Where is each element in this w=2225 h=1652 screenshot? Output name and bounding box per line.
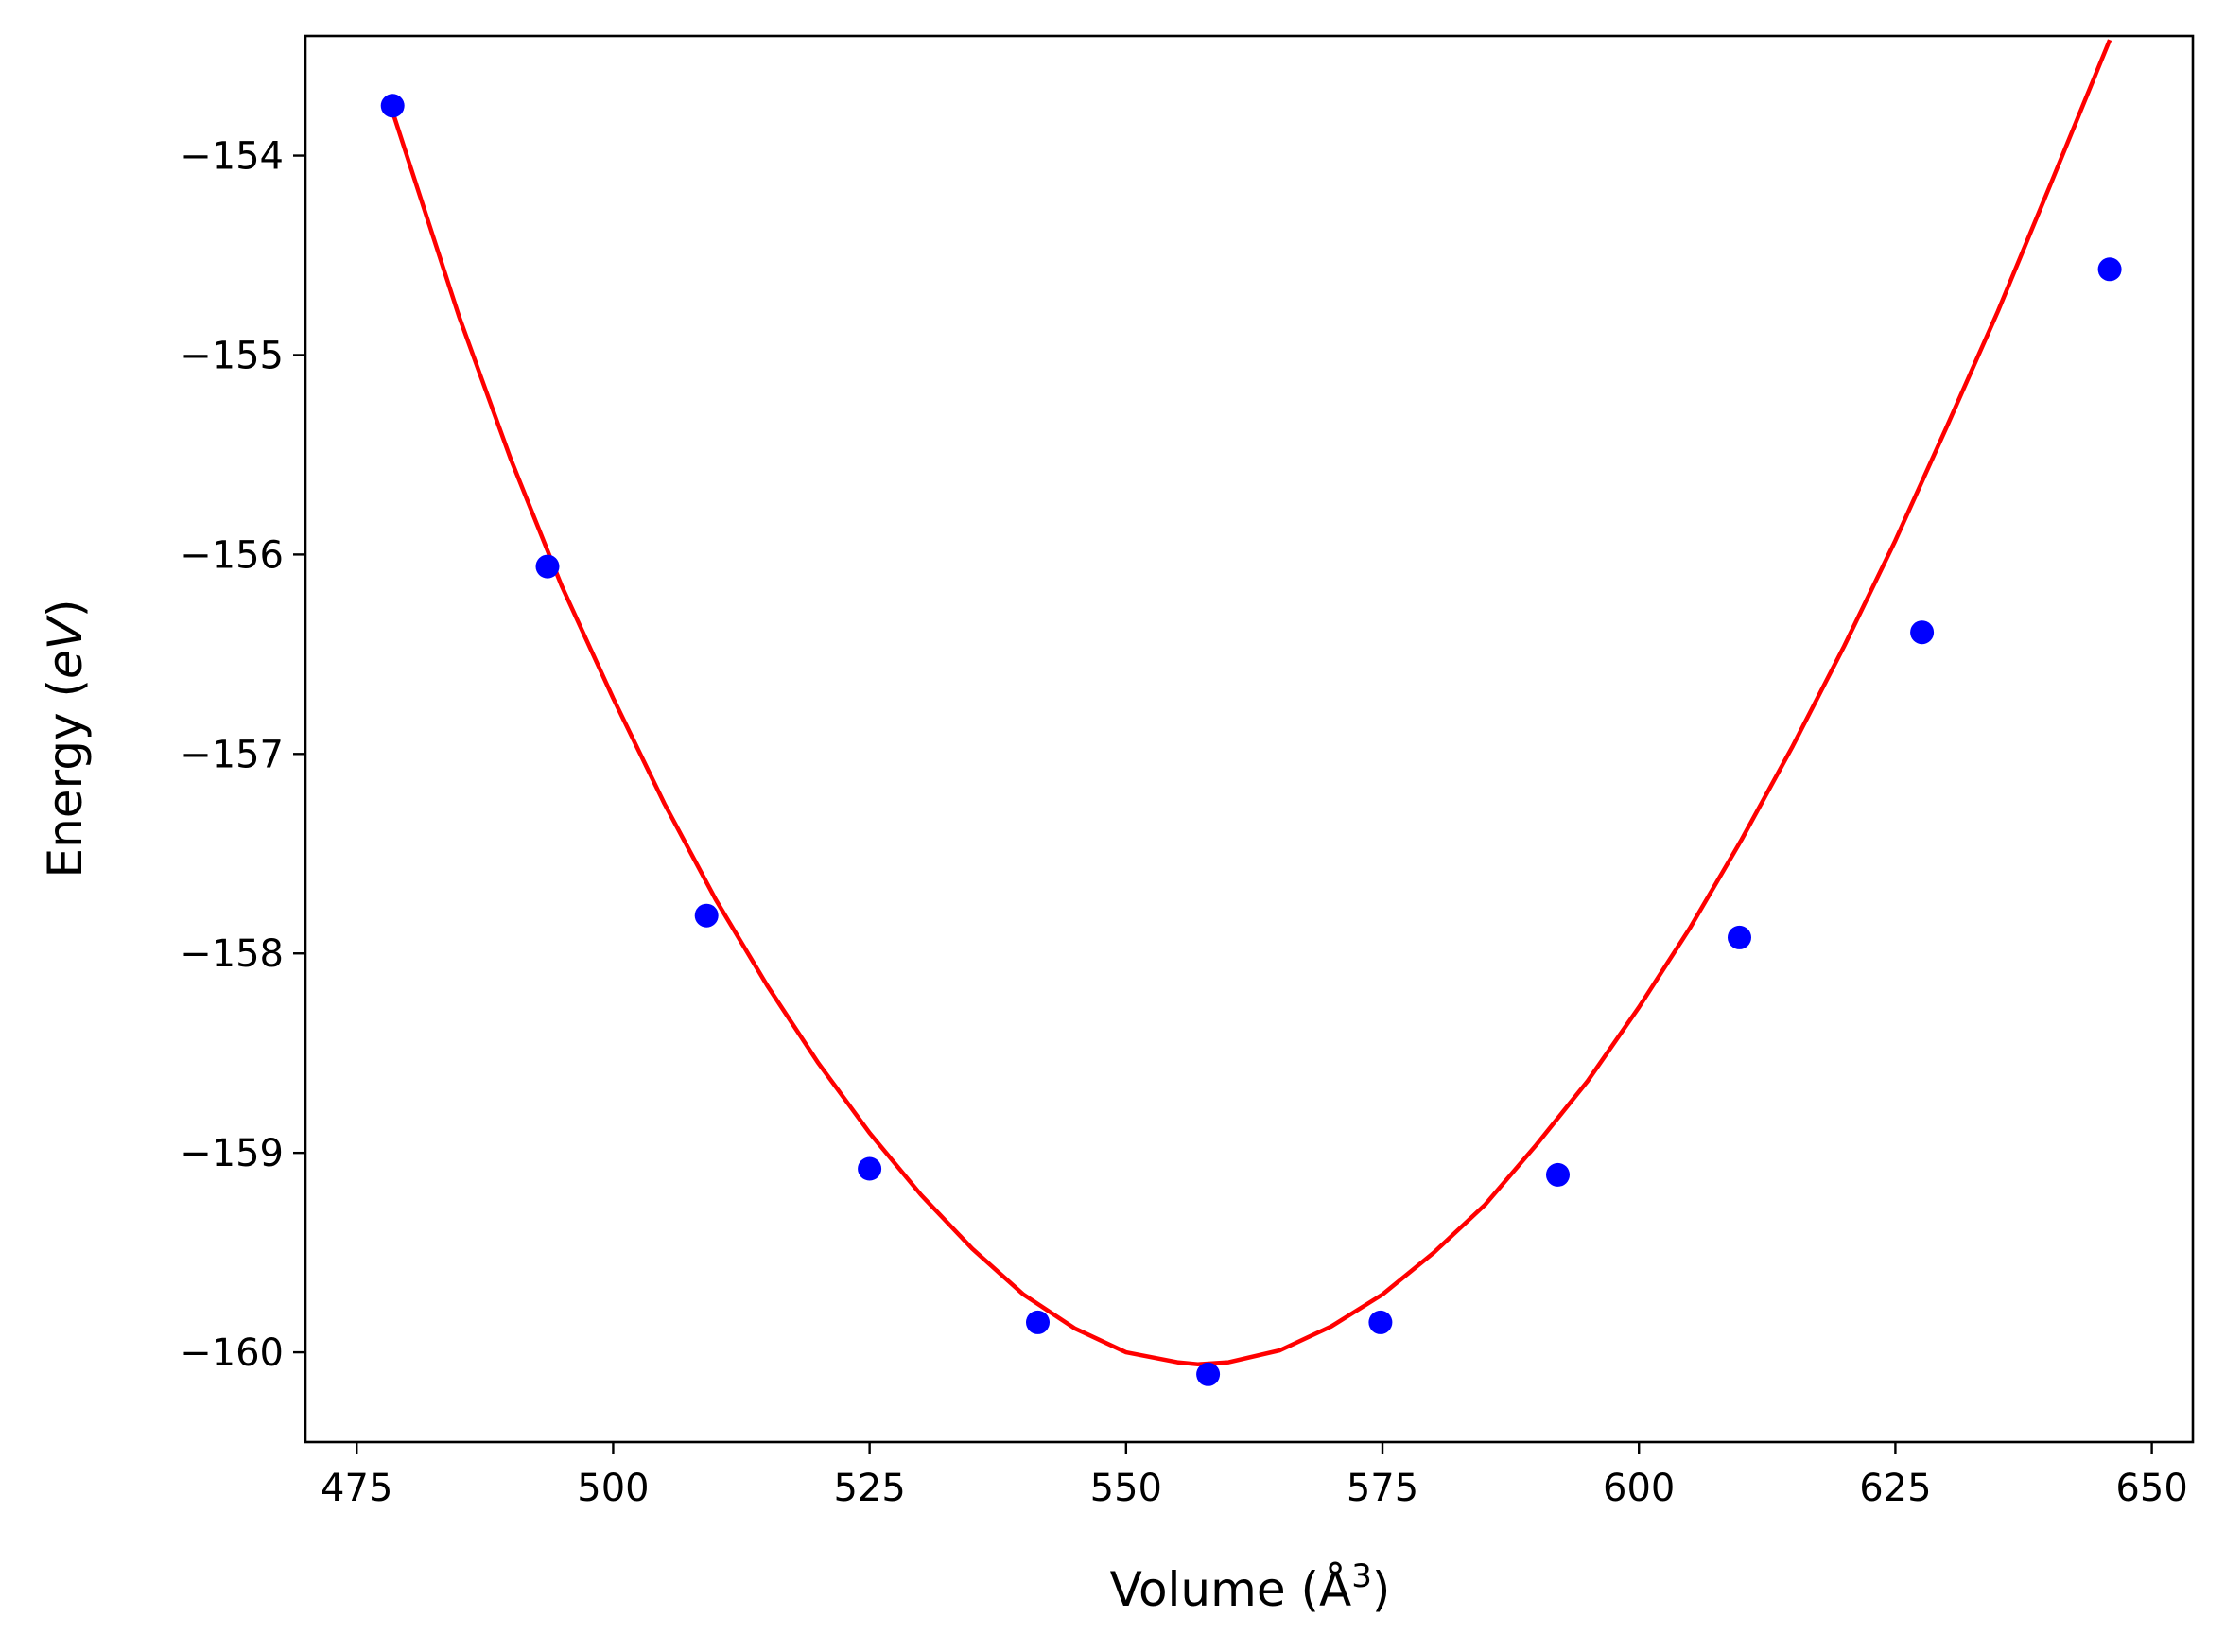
x-axis-label: Volume (Å3) bbox=[1110, 1557, 1391, 1617]
data-point bbox=[380, 94, 405, 118]
data-point bbox=[694, 903, 719, 928]
y-tick-label: −154 bbox=[180, 135, 284, 179]
y-tick-label: −159 bbox=[180, 1132, 284, 1175]
y-tick-label: −160 bbox=[180, 1331, 284, 1375]
y-tick-label: −156 bbox=[180, 533, 284, 577]
data-point bbox=[1728, 925, 1751, 949]
data-point bbox=[1196, 1362, 1221, 1386]
data-point bbox=[1910, 620, 1935, 645]
x-tick-label: 525 bbox=[833, 1467, 905, 1510]
y-axis-ticks: −160 −159 −158 −157 −156 −155 −154 bbox=[180, 135, 305, 1375]
x-tick-label: 475 bbox=[321, 1467, 392, 1510]
x-axis-label-superscript: 3 bbox=[1351, 1557, 1372, 1595]
x-axis-label-suffix: ) bbox=[1372, 1562, 1391, 1617]
x-tick-label: 600 bbox=[1603, 1467, 1675, 1510]
fit-curve-layer bbox=[391, 39, 2112, 1366]
x-axis-ticks: 475 500 525 550 575 600 625 650 bbox=[321, 1442, 2188, 1510]
x-tick-label: 575 bbox=[1347, 1467, 1418, 1510]
fit-curve bbox=[391, 39, 2112, 1366]
y-tick-label: −158 bbox=[180, 932, 284, 976]
y-tick-label: −157 bbox=[180, 733, 284, 776]
data-point bbox=[1546, 1162, 1570, 1187]
data-point bbox=[535, 554, 560, 579]
x-tick-label: 500 bbox=[577, 1467, 649, 1510]
data-point bbox=[1026, 1310, 1050, 1334]
plot-frame bbox=[304, 34, 2195, 1444]
x-tick-label: 550 bbox=[1090, 1467, 1162, 1510]
x-tick-label: 650 bbox=[2115, 1467, 2187, 1510]
y-axis-label-unit: eV bbox=[38, 614, 93, 679]
data-points-layer bbox=[380, 94, 2122, 1386]
data-point bbox=[1368, 1310, 1393, 1334]
x-tick-label: 625 bbox=[1859, 1467, 1931, 1510]
data-point bbox=[2097, 257, 2122, 282]
data-point bbox=[858, 1156, 882, 1181]
y-axis-label: Energy (eV) bbox=[38, 600, 93, 878]
y-tick-label: −155 bbox=[180, 334, 284, 377]
